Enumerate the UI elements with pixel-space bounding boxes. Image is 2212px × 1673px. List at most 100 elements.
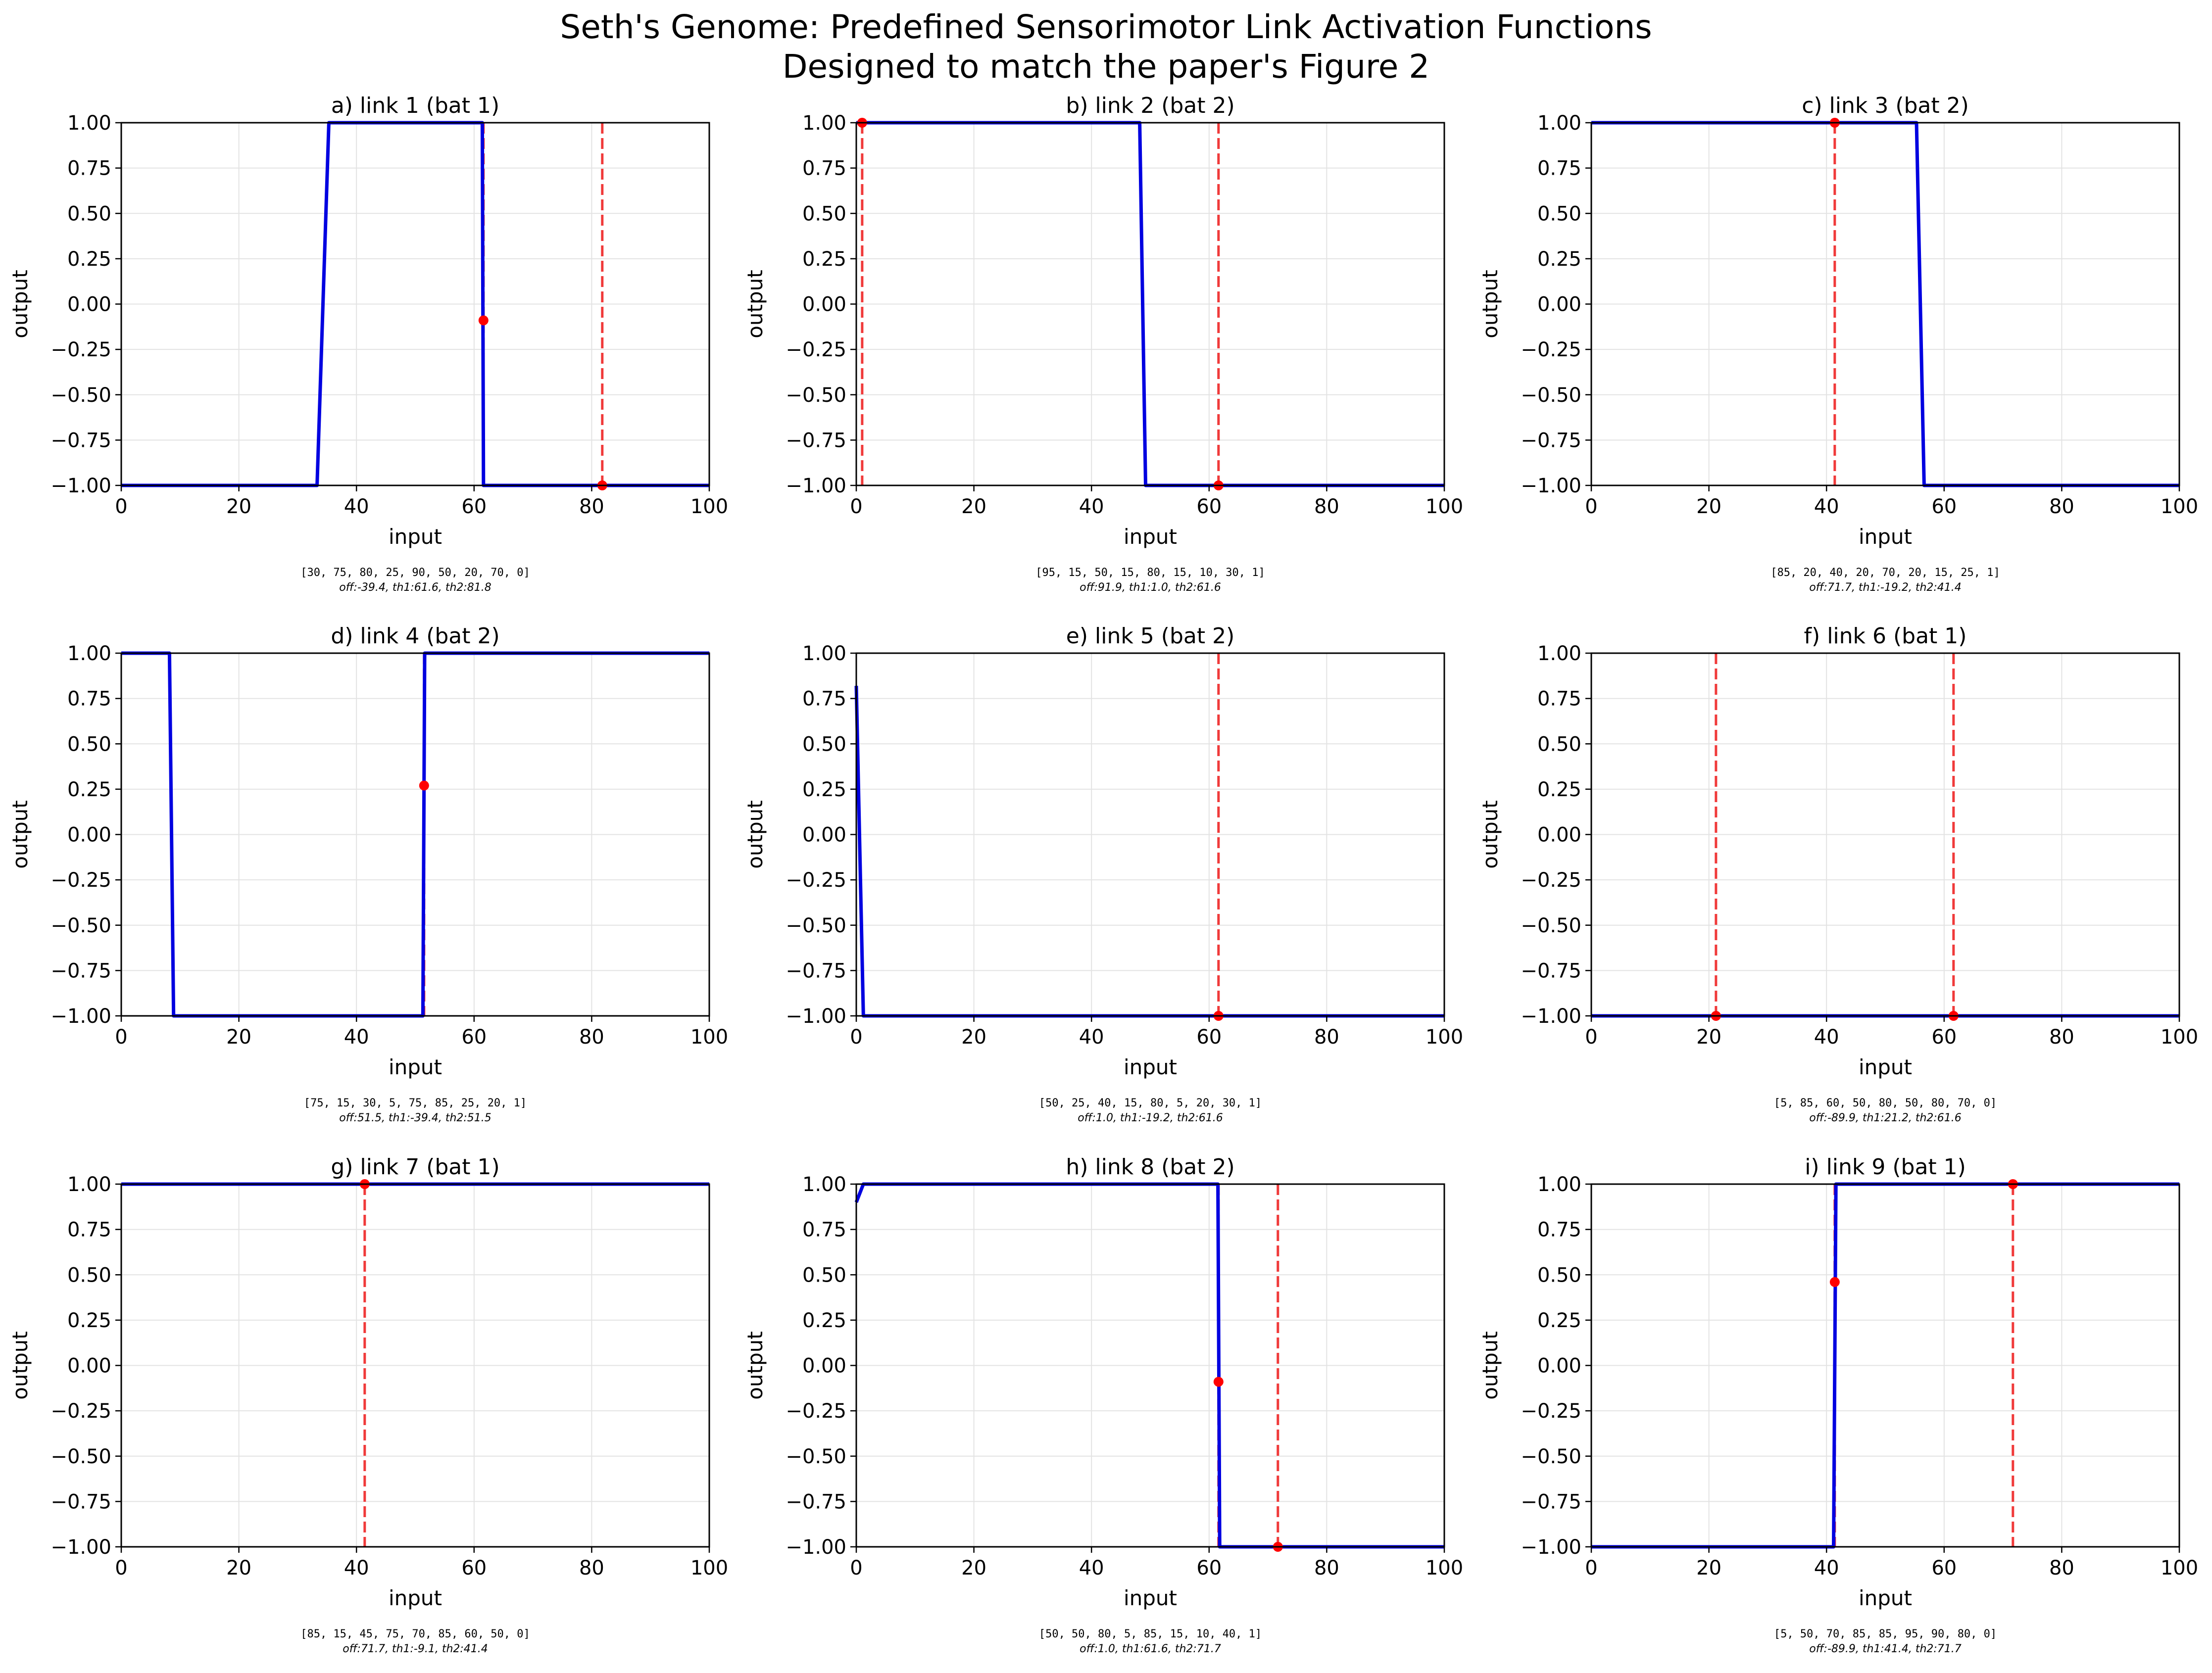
y-tick-label: −0.75 [50, 429, 111, 452]
y-tick-label: −1.00 [786, 475, 846, 497]
y-tick-label: 0.50 [67, 202, 111, 225]
y-tick-label: 1.00 [67, 642, 111, 665]
x-tick-label: 40 [344, 1026, 369, 1049]
x-tick-label: 0 [850, 1557, 862, 1579]
y-axis-label: output [743, 800, 767, 869]
x-tick-label: 60 [461, 495, 487, 518]
y-tick-label: 0.25 [802, 778, 846, 801]
y-tick-label: −1.00 [1521, 1005, 1581, 1028]
x-tick-label: 0 [115, 1557, 127, 1579]
x-tick-label: 100 [1426, 1026, 1463, 1049]
x-tick-label: 60 [1931, 1026, 1957, 1049]
y-tick-label: 1.00 [67, 112, 111, 135]
x-tick-label: 100 [690, 495, 728, 518]
y-axis-label: output [1478, 800, 1502, 869]
y-tick-label: 0.25 [802, 1309, 846, 1332]
y-axis-label: output [8, 800, 32, 869]
x-tick-label: 60 [461, 1026, 487, 1049]
subplot-3: 0 20 40 60 80 100 1.00 0.75 0.50 0.25 0.00 −0.25 −0.… [1478, 93, 2198, 549]
y-tick-label: −0.50 [1521, 1445, 1581, 1468]
y-axis-label: output [1478, 1331, 1502, 1400]
y-tick-label: 0.00 [67, 824, 111, 847]
subplot-title: i) link 9 (bat 1) [1805, 1154, 1966, 1180]
y-tick-label: 0.00 [1537, 293, 1581, 316]
y-tick-label: 0.75 [802, 157, 846, 180]
y-tick-label: 0.00 [67, 293, 111, 316]
y-axis-label: output [1478, 270, 1502, 338]
x-tick-label: 60 [1196, 1026, 1222, 1049]
y-tick-label: 0.00 [802, 293, 846, 316]
threshold-values-text: off:71.7, th1:-19.2, th2:41.4 [1809, 581, 1962, 594]
activation-curve [854, 685, 1444, 1018]
y-tick-label: 0.75 [1537, 1219, 1581, 1242]
subplot-title: f) link 6 (bat 1) [1804, 623, 1967, 649]
threshold-marker [1829, 1277, 1840, 1287]
y-tick-label: 0.50 [802, 1264, 846, 1287]
subplot-2: 0 20 40 60 80 100 1.00 0.75 0.50 0.25 0.00 −0.25 −0.… [743, 93, 1463, 549]
x-axis-label: input [389, 1586, 442, 1610]
subplot-title: g) link 7 (bat 1) [331, 1154, 499, 1180]
y-tick-label: 0.25 [67, 778, 111, 801]
x-tick-label: 100 [1426, 495, 1463, 518]
y-tick-label: −0.75 [1521, 959, 1581, 982]
x-tick-label: 80 [579, 1026, 604, 1049]
x-axis-label: input [389, 525, 442, 549]
y-tick-label: 0.00 [67, 1355, 111, 1378]
y-tick-label: −0.50 [786, 384, 846, 407]
x-tick-label: 40 [1814, 495, 1839, 518]
y-tick-label: 0.50 [1537, 733, 1581, 756]
x-tick-label: 20 [226, 1026, 251, 1049]
y-tick-label: 0.25 [1537, 248, 1581, 271]
y-axis-label: output [8, 1331, 32, 1400]
y-tick-label: −1.00 [786, 1536, 846, 1559]
y-tick-label: −1.00 [1521, 1536, 1581, 1559]
y-tick-label: 0.25 [1537, 778, 1581, 801]
x-tick-label: 0 [850, 1026, 862, 1049]
y-tick-label: 1.00 [802, 642, 846, 665]
y-tick-label: 0.00 [1537, 824, 1581, 847]
y-tick-label: −0.50 [1521, 914, 1581, 937]
threshold-values-text: off:1.0, th1:-19.2, th2:61.6 [1078, 1112, 1223, 1124]
y-tick-label: −0.50 [1521, 384, 1581, 407]
x-tick-label: 40 [344, 495, 369, 518]
y-tick-label: 0.75 [67, 157, 111, 180]
subplot-title: d) link 4 (bat 2) [331, 623, 499, 649]
y-tick-label: −0.75 [786, 959, 846, 982]
y-tick-label: −0.75 [786, 1490, 846, 1513]
figure-title-line2: Designed to match the paper's Figure 2 [782, 48, 1430, 86]
y-tick-label: 1.00 [1537, 1173, 1581, 1196]
subplot-6: 0 20 40 60 80 100 1.00 0.75 0.50 0.25 0.00 −0.25 −0.… [1478, 623, 2198, 1079]
x-axis-label: input [389, 1055, 442, 1079]
y-tick-label: −0.25 [50, 1400, 111, 1423]
subplot-5: 0 20 40 60 80 100 1.00 0.75 0.50 0.25 0.00 −0.25 −0.… [743, 623, 1463, 1079]
y-tick-label: 0.75 [67, 688, 111, 711]
y-tick-label: −0.25 [786, 338, 846, 361]
y-tick-label: −1.00 [50, 475, 111, 497]
y-tick-label: 0.25 [802, 248, 846, 271]
x-axis-label: input [1124, 1055, 1177, 1079]
genome-params-text: [50, 25, 40, 15, 80, 5, 20, 30, 1] [1038, 1097, 1262, 1109]
y-tick-label: −0.25 [1521, 869, 1581, 892]
y-tick-label: −0.75 [1521, 429, 1581, 452]
y-tick-label: 0.75 [67, 1219, 111, 1242]
threshold-values-text: off:91.9, th1:1.0, th2:61.6 [1080, 581, 1221, 594]
y-tick-label: 1.00 [802, 112, 846, 135]
y-tick-label: −0.25 [50, 338, 111, 361]
subplot-1: 0 20 40 60 80 100 1.00 0.75 0.50 0.25 0.00 −0.25 −0.… [8, 93, 728, 549]
x-tick-label: 20 [961, 495, 986, 518]
genome-params-text: [85, 20, 40, 20, 70, 20, 15, 25, 1] [1770, 567, 2000, 579]
y-axis-label: output [743, 1331, 767, 1400]
x-tick-label: 60 [1196, 1557, 1222, 1579]
x-tick-label: 100 [690, 1026, 728, 1049]
x-tick-label: 20 [961, 1026, 986, 1049]
x-tick-label: 20 [1696, 1026, 1721, 1049]
x-tick-label: 40 [1079, 1026, 1104, 1049]
x-tick-label: 80 [1314, 495, 1339, 518]
x-tick-label: 100 [2161, 1026, 2198, 1049]
y-tick-label: −0.25 [50, 869, 111, 892]
genome-params-text: [5, 85, 60, 50, 80, 50, 80, 70, 0] [1773, 1097, 1997, 1109]
subplot-title: e) link 5 (bat 2) [1066, 623, 1234, 649]
y-tick-label: 0.50 [1537, 1264, 1581, 1287]
